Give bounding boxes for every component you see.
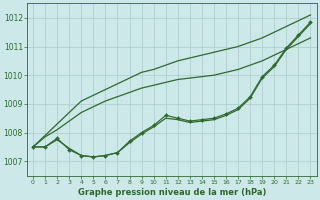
X-axis label: Graphe pression niveau de la mer (hPa): Graphe pression niveau de la mer (hPa) (77, 188, 266, 197)
